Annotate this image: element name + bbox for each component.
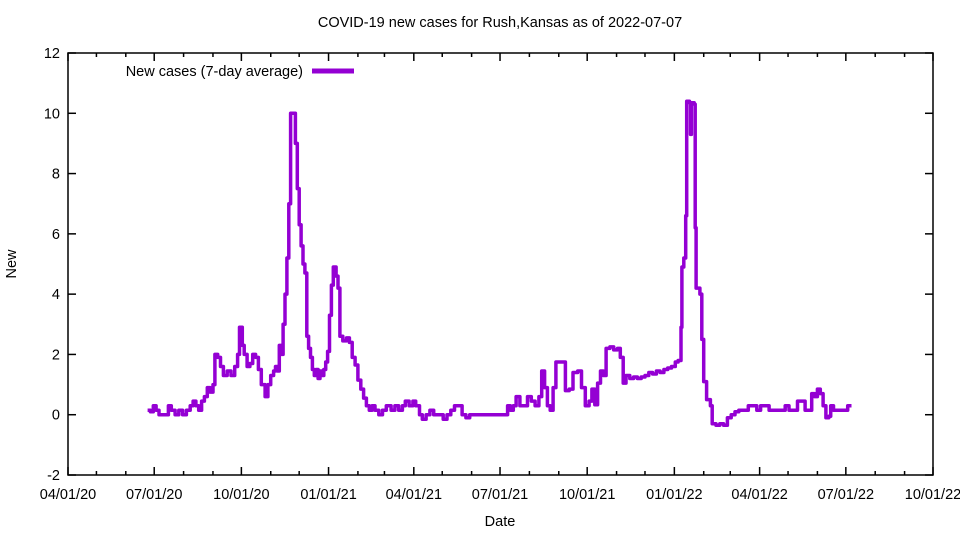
y-tick-label: 0 xyxy=(52,408,60,424)
x-tick-label: 07/01/20 xyxy=(126,487,182,503)
x-tick-label: 07/01/21 xyxy=(472,487,528,503)
y-axis-title: New xyxy=(4,249,20,279)
y-tick-label: -2 xyxy=(47,468,60,484)
x-tick-label: 01/01/22 xyxy=(646,487,702,503)
y-tick-label: 4 xyxy=(52,287,60,303)
x-tick-label: 07/01/22 xyxy=(818,487,874,503)
chart-title: COVID-19 new cases for Rush,Kansas as of… xyxy=(318,15,682,31)
y-tick-label: 10 xyxy=(44,106,60,122)
series-line xyxy=(147,99,852,428)
x-tick-label: 10/01/22 xyxy=(905,487,960,503)
y-tick-label: 6 xyxy=(52,227,60,243)
axes-layer: -2 0 2 4 6 8 10 12 04/01/20 07/01/20 10/01/20 01/01… xyxy=(40,46,960,503)
plot-border xyxy=(67,52,934,476)
x-tick-label: 04/01/21 xyxy=(386,487,442,503)
legend-label: New cases (7-day average) xyxy=(126,64,303,80)
x-tick-label: 10/01/21 xyxy=(559,487,615,503)
y-tick-label: 2 xyxy=(52,347,60,363)
x-tick-label: 04/01/20 xyxy=(40,487,96,503)
legend: New cases (7-day average) xyxy=(126,64,354,80)
x-tick-label: 01/01/21 xyxy=(300,487,356,503)
x-tick-label: 04/01/22 xyxy=(731,487,787,503)
y-tick-label: 8 xyxy=(52,167,60,183)
y-tick-label: 12 xyxy=(44,46,60,62)
x-tick-label: 10/01/20 xyxy=(213,487,269,503)
x-axis-title: Date xyxy=(485,514,516,530)
